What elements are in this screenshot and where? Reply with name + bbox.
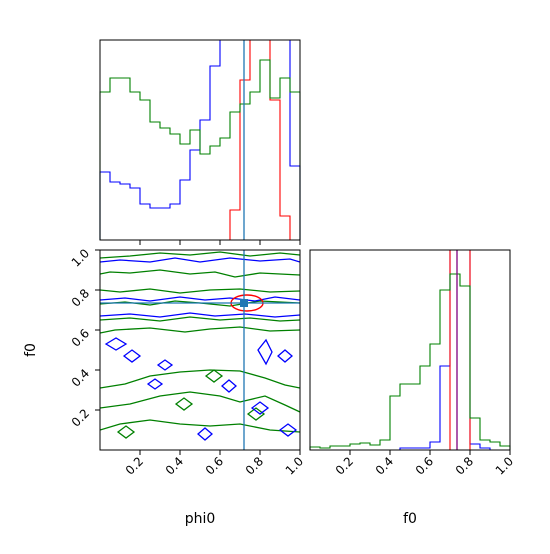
contour-xtick-label-4: 1.0 <box>283 454 306 477</box>
green-contours <box>100 251 300 439</box>
blue-contour-island-6 <box>221 379 237 393</box>
blue-contour-island-2 <box>122 349 142 363</box>
phi0-histogram-ticks <box>139 240 301 245</box>
green-contour-island-3 <box>204 369 224 383</box>
green-contour-island-4 <box>246 407 266 421</box>
contour-ytick-label-3: 0.8 <box>69 286 92 309</box>
blue-contour-island-8 <box>278 423 298 437</box>
blue-contour-lower <box>100 312 300 318</box>
blue-contour-right-lobe <box>257 338 273 366</box>
histogram-series-2 <box>99 59 301 240</box>
green-contour-band-d <box>100 316 300 322</box>
blue-contour-island-3 <box>156 359 174 371</box>
green-contour-band-b <box>100 288 300 294</box>
f0-hist-xtick-label-0: 0.2 <box>333 454 356 477</box>
contour-ytick-label-1: 0.4 <box>69 366 92 389</box>
contour-truth-lines <box>100 250 300 450</box>
green-contour-island-1 <box>174 397 194 411</box>
f0-hist-xtick-label-2: 0.6 <box>413 454 436 477</box>
green-contour-island-2 <box>116 425 136 439</box>
blue-contour-island-5 <box>146 378 164 390</box>
green-contour-low <box>100 391 300 413</box>
blue-contour-island-7 <box>197 427 213 441</box>
contour-x-ticks: 0.2 0.4 0.6 0.8 1.0 <box>123 450 306 478</box>
contour-xtick-label-1: 0.4 <box>163 454 186 477</box>
contour-xtick-label-3: 0.8 <box>243 454 266 477</box>
f0-hist-xtick-label-4: 1.0 <box>493 454 516 477</box>
contour-y-ticks: 0.2 0.4 0.6 0.8 1.0 <box>69 246 100 430</box>
blue-contour-island-4 <box>277 349 293 363</box>
green-contour-bottom <box>100 419 300 433</box>
blue-contours <box>100 257 300 441</box>
green-contour-top <box>100 251 300 259</box>
contour-y-label: f0 <box>23 343 39 357</box>
contour-truth-marker <box>240 299 248 307</box>
f0-histogram-x-label: f0 <box>403 511 417 527</box>
contour-xtick-label-0: 0.2 <box>123 454 146 477</box>
blue-contour-island-1 <box>104 337 128 351</box>
blue-contour-island-9 <box>250 401 270 415</box>
contour-ytick-label-2: 0.6 <box>69 326 92 349</box>
phi0-histogram-panel <box>99 39 301 245</box>
blue-contour-upper <box>100 296 300 302</box>
histogram-series-2 <box>309 273 511 450</box>
green-contour-mid <box>100 369 300 389</box>
green-contour-band-e <box>100 326 300 334</box>
contour-x-label: phi0 <box>185 511 216 527</box>
f0-histogram-panel: 0.2 0.4 0.6 0.8 1.0 f0 <box>309 249 516 527</box>
f0-hist-xtick-label-3: 0.8 <box>453 454 476 477</box>
green-contour-band-a <box>100 269 300 278</box>
contour-ytick-label-4: 1.0 <box>69 246 92 269</box>
contour-ytick-label-0: 0.2 <box>69 406 92 429</box>
f0-histogram-x-ticks: 0.2 0.4 0.6 0.8 1.0 <box>333 450 516 478</box>
blue-contour-top <box>100 257 300 263</box>
f0-histogram-frame <box>309 249 511 451</box>
contour-xtick-label-2: 0.6 <box>203 454 226 477</box>
contour-panel-frame <box>99 249 301 451</box>
contour-panel: 0.2 0.4 0.6 0.8 1.0 0.2 0.4 0.6 0.8 1.0 phi0 f0 <box>23 246 306 527</box>
phi0-histogram-frame <box>99 39 301 241</box>
f0-hist-xtick-label-1: 0.4 <box>373 454 396 477</box>
